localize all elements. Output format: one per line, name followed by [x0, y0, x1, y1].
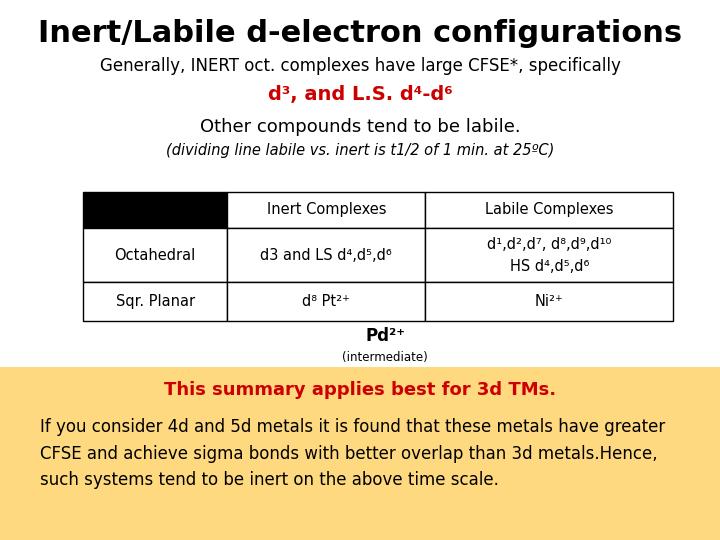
Text: d3 and LS d⁴,d⁵,d⁶: d3 and LS d⁴,d⁵,d⁶	[261, 248, 392, 262]
Text: Inert/Labile d-electron configurations: Inert/Labile d-electron configurations	[38, 19, 682, 48]
Text: This summary applies best for 3d TMs.: This summary applies best for 3d TMs.	[164, 381, 556, 399]
Text: d³, and L.S. d⁴-d⁶: d³, and L.S. d⁴-d⁶	[268, 85, 452, 104]
Text: (dividing line labile vs. inert is t1/2 of 1 min. at 25ºC): (dividing line labile vs. inert is t1/2 …	[166, 143, 554, 158]
Text: d⁸ Pt²⁺: d⁸ Pt²⁺	[302, 294, 350, 309]
Text: Inert Complexes: Inert Complexes	[266, 202, 386, 217]
Text: Generally, INERT oct. complexes have large CFSE*, specifically: Generally, INERT oct. complexes have lar…	[99, 57, 621, 75]
Text: d¹,d²,d⁷, d⁸,d⁹,d¹⁰
HS d⁴,d⁵,d⁶: d¹,d²,d⁷, d⁸,d⁹,d¹⁰ HS d⁴,d⁵,d⁶	[487, 237, 611, 274]
Text: Other compounds tend to be labile.: Other compounds tend to be labile.	[199, 118, 521, 136]
Text: Ni²⁺: Ni²⁺	[535, 294, 564, 309]
Text: Labile Complexes: Labile Complexes	[485, 202, 613, 217]
Text: (intermediate): (intermediate)	[342, 351, 428, 364]
Text: Octahedral: Octahedral	[114, 248, 196, 262]
Text: Sqr. Planar: Sqr. Planar	[116, 294, 194, 309]
Text: If you consider 4d and 5d metals it is found that these metals have greater
CFSE: If you consider 4d and 5d metals it is f…	[40, 418, 665, 489]
Text: Pd²⁺: Pd²⁺	[365, 327, 405, 345]
